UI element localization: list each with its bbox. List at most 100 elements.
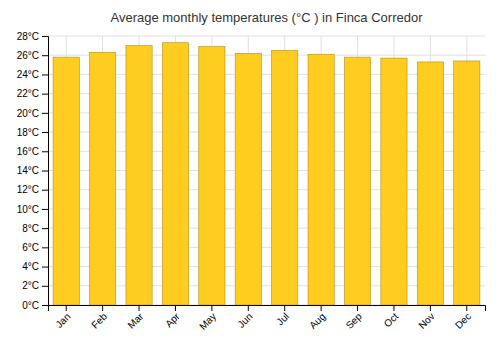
y-tick-label: 24°C: [17, 69, 39, 80]
y-tick-mark: [42, 94, 48, 95]
y-tick: 6°C: [22, 242, 48, 253]
x-tick: Jan: [53, 305, 72, 330]
bar: [162, 43, 188, 305]
title: Average monthly temperatures (°C ) in Fi…: [110, 10, 423, 25]
y-tick-mark: [42, 113, 48, 114]
y-tick: 24°C: [17, 69, 48, 80]
y-tick-mark: [42, 132, 48, 133]
y-tick: 16°C: [17, 146, 48, 157]
y-tick-label: 8°C: [22, 223, 39, 234]
x-tick-mark: [321, 305, 322, 311]
bar: [90, 52, 116, 305]
x-tick-mark: [139, 305, 140, 311]
bar: [344, 57, 370, 305]
y-tick-mark: [42, 286, 48, 287]
y-tick-mark: [42, 247, 48, 248]
y-tick: 4°C: [22, 261, 48, 272]
x-tick-mark: [211, 305, 212, 311]
bar: [53, 57, 79, 305]
x-tick-mark: [393, 305, 394, 311]
x-tick: Apr: [163, 305, 182, 329]
x-tick: Nov: [416, 305, 436, 331]
bar: [235, 53, 261, 305]
y-axis: 0°C 2°C 4°C 6°C 8°C 10°C 12°C 14°C 16°C 18°C 20°C 2…: [17, 31, 49, 311]
bar: [199, 47, 225, 305]
y-tick: 10°C: [17, 204, 48, 215]
x-tick-mark: [284, 305, 285, 311]
y-tick: 18°C: [17, 127, 48, 138]
x-tick: Aug: [307, 305, 327, 331]
x-tick-label: Jul: [274, 311, 291, 328]
y-tick: 14°C: [17, 165, 48, 176]
x-tick-label: Oct: [382, 311, 401, 330]
y-tick-mark: [42, 36, 48, 37]
x-tick: Sep: [344, 305, 365, 331]
x-tick: Oct: [382, 305, 401, 329]
x-tick-label: Dec: [453, 311, 473, 331]
y-tick: 28°C: [17, 31, 48, 42]
y-tick-label: 0°C: [22, 300, 39, 311]
y-tick-label: 2°C: [22, 280, 39, 291]
grid: [48, 36, 485, 305]
x-tick-mark: [357, 305, 358, 311]
bar: [308, 54, 334, 305]
y-tick-label: 6°C: [22, 242, 39, 253]
x-tick: Feb: [89, 305, 109, 331]
y-tick-mark: [42, 267, 48, 268]
y-tick: 20°C: [17, 108, 48, 119]
x-tick-mark: [430, 305, 431, 311]
x-tick-label: Jun: [235, 311, 254, 330]
x-tick-label: Feb: [89, 310, 109, 330]
y-tick-mark: [42, 171, 48, 172]
y-tick: 22°C: [17, 88, 48, 99]
bar: [381, 58, 407, 305]
y-tick-label: 18°C: [17, 127, 39, 138]
x-tick-label: Mar: [125, 310, 145, 330]
x-tick-label: Aug: [307, 311, 327, 331]
x-tick: Jun: [235, 305, 254, 330]
y-tick-label: 16°C: [17, 146, 39, 157]
x-tick: May: [197, 305, 218, 332]
y-axis-line: [42, 37, 49, 306]
x-tick-mark: [102, 305, 103, 311]
plot: 0°C 2°C 4°C 6°C 8°C 10°C 12°C 14°C 16°C 18°C 20°C 2…: [17, 31, 486, 332]
chart: 0°C 2°C 4°C 6°C 8°C 10°C 12°C 14°C 16°C 18°C 20°C 2…: [0, 0, 500, 350]
y-tick-mark: [42, 190, 48, 191]
x-tick: Dec: [453, 305, 473, 331]
grid-line-y: [48, 36, 485, 37]
x-tick: Jul: [274, 305, 291, 327]
y-tick-label: 4°C: [22, 261, 39, 272]
y-tick-label: 14°C: [17, 165, 39, 176]
y-tick-mark: [42, 228, 48, 229]
y-tick: 12°C: [17, 184, 48, 195]
x-tick-mark: [66, 305, 67, 311]
y-tick-label: 20°C: [17, 108, 39, 119]
y-tick-label: 10°C: [17, 204, 39, 215]
x-tick-label: Nov: [416, 311, 436, 331]
x-tick: Mar: [125, 305, 145, 331]
x-axis: Jan Feb Mar Apr May Jun Jul Aug Sep Oct Nov Dec: [49, 305, 486, 332]
x-tick-mark: [248, 305, 249, 311]
bar: [417, 62, 443, 305]
y-tick: 8°C: [22, 223, 48, 234]
bar: [126, 46, 152, 305]
bars: [53, 43, 480, 305]
y-tick-label: 22°C: [17, 88, 39, 99]
y-tick: 0°C: [22, 300, 48, 311]
y-tick-mark: [42, 74, 48, 75]
y-tick-label: 28°C: [17, 31, 39, 42]
x-tick-label: Jan: [53, 311, 72, 330]
x-tick-mark: [175, 305, 176, 311]
x-tick-label: Apr: [163, 310, 182, 329]
y-tick: 2°C: [22, 280, 48, 291]
y-tick-mark: [42, 305, 48, 306]
x-axis-line: [49, 306, 486, 312]
y-tick-label: 26°C: [17, 50, 39, 61]
x-tick-mark: [466, 305, 467, 311]
bar: [272, 50, 298, 305]
y-tick-mark: [42, 55, 48, 56]
y-tick-mark: [42, 151, 48, 152]
x-tick-label: Sep: [344, 310, 365, 331]
y-tick: 26°C: [17, 50, 48, 61]
y-tick-label: 12°C: [17, 184, 39, 195]
